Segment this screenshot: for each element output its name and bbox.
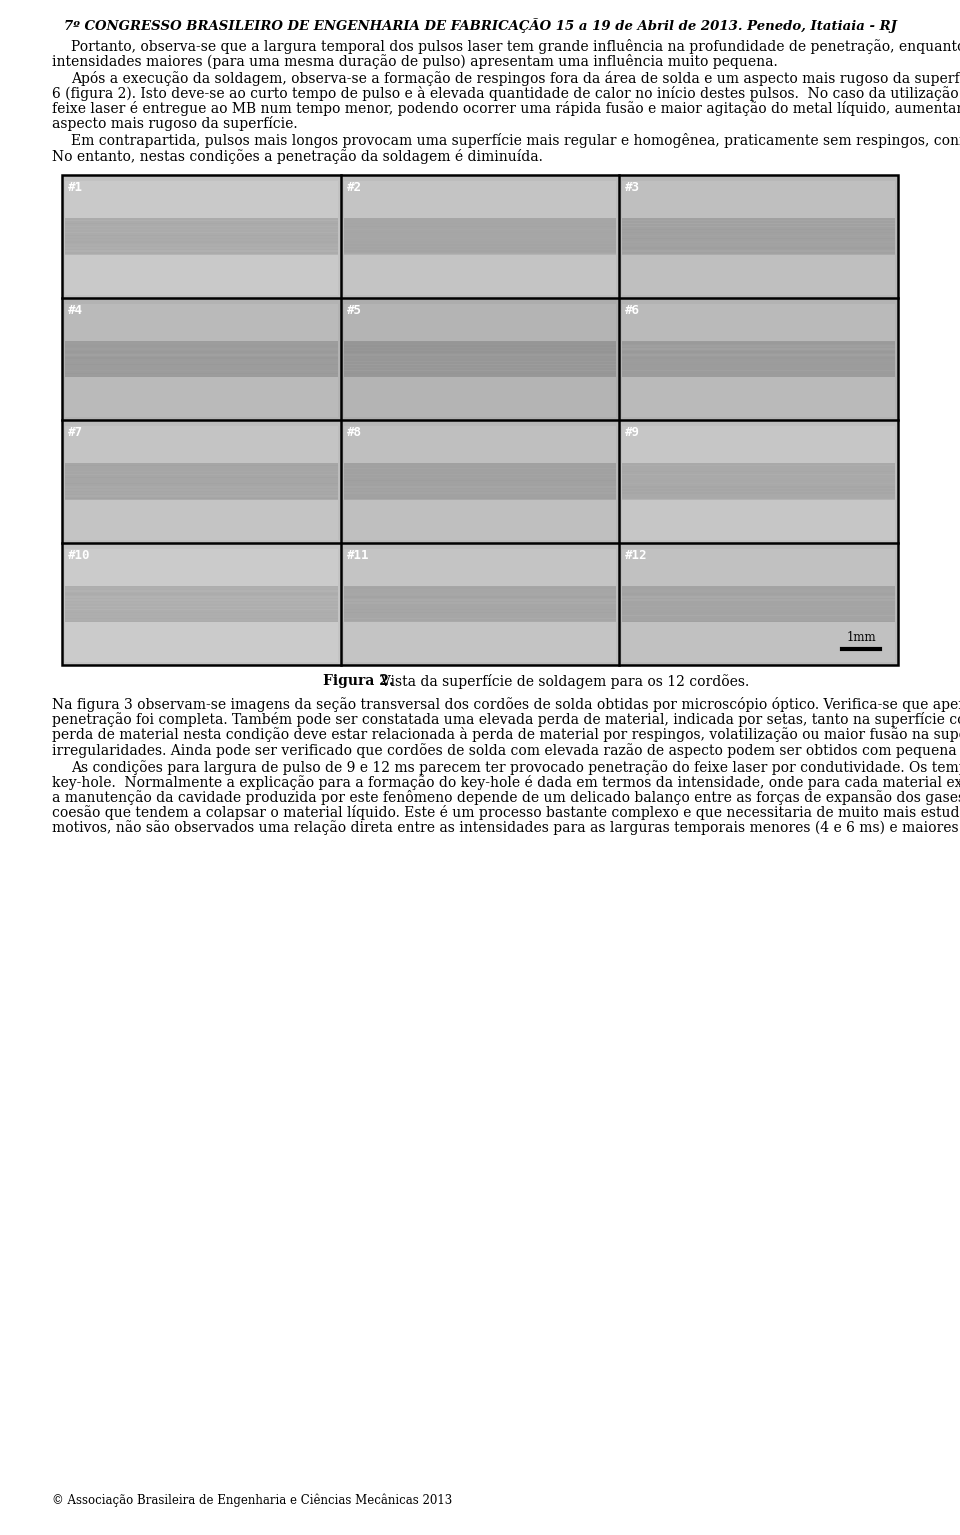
- Bar: [62, 298, 341, 421]
- Bar: [65, 499, 338, 540]
- Bar: [65, 464, 338, 500]
- Text: Em contrapartida, pulsos mais longos provocam uma superfície mais regular e homo: Em contrapartida, pulsos mais longos pro…: [71, 134, 960, 149]
- Bar: [65, 427, 338, 464]
- Bar: [622, 255, 895, 295]
- Bar: [622, 622, 895, 662]
- Text: Figura 2.: Figura 2.: [323, 674, 394, 688]
- Bar: [622, 585, 895, 622]
- Text: intensidades maiores (para uma mesma duração de pulso) apresentam uma influência: intensidades maiores (para uma mesma dur…: [52, 54, 778, 69]
- Bar: [62, 175, 898, 665]
- Text: 6 (figura 2). Isto deve-se ao curto tempo de pulso e à elevada quantidade de cal: 6 (figura 2). Isto deve-se ao curto temp…: [52, 86, 960, 101]
- Bar: [619, 175, 898, 298]
- Bar: [622, 376, 895, 418]
- Bar: [344, 304, 616, 341]
- Text: Vista da superfície de soldagem para os 12 cordões.: Vista da superfície de soldagem para os …: [372, 674, 749, 689]
- Text: #9: #9: [625, 427, 640, 439]
- Bar: [344, 585, 616, 622]
- Text: #11: #11: [347, 548, 370, 562]
- Text: Após a execução da soldagem, observa-se a formação de respingos fora da área de : Após a execução da soldagem, observa-se …: [71, 71, 960, 86]
- Bar: [344, 376, 616, 418]
- Bar: [344, 255, 616, 295]
- Bar: [65, 341, 338, 378]
- Bar: [344, 181, 616, 218]
- Bar: [65, 181, 338, 218]
- Bar: [619, 543, 898, 665]
- Bar: [341, 543, 619, 665]
- Text: #2: #2: [347, 181, 362, 193]
- Bar: [619, 298, 898, 421]
- Text: #8: #8: [347, 427, 362, 439]
- Text: #10: #10: [68, 548, 90, 562]
- Text: motivos, não são observados uma relação direta entre as intensidades para as lar: motivos, não são observados uma relação …: [52, 821, 960, 835]
- Bar: [62, 175, 341, 298]
- Text: No entanto, nestas condições a penetração da soldagem é diminuída.: No entanto, nestas condições a penetraçã…: [52, 149, 542, 164]
- Bar: [622, 464, 895, 500]
- Bar: [622, 427, 895, 464]
- Bar: [344, 499, 616, 540]
- Text: © Associação Brasileira de Engenharia e Ciências Mecânicas 2013: © Associação Brasileira de Engenharia e …: [52, 1494, 452, 1507]
- Bar: [622, 304, 895, 341]
- Bar: [344, 341, 616, 378]
- Bar: [65, 622, 338, 662]
- Text: Portanto, observa-se que a largura temporal dos pulsos laser tem grande influênc: Portanto, observa-se que a largura tempo…: [71, 38, 960, 54]
- Text: #1: #1: [68, 181, 83, 193]
- Bar: [65, 218, 338, 255]
- Bar: [344, 622, 616, 662]
- Bar: [622, 218, 895, 255]
- Bar: [344, 550, 616, 585]
- Bar: [622, 550, 895, 585]
- Text: 7º CONGRESSO BRASILEIRO DE ENGENHARIA DE FABRICAÇÃO 15 a 19 de Abril de 2013. Pe: 7º CONGRESSO BRASILEIRO DE ENGENHARIA DE…: [63, 18, 897, 32]
- Text: #12: #12: [625, 548, 648, 562]
- Bar: [622, 341, 895, 378]
- Bar: [344, 218, 616, 255]
- Bar: [65, 550, 338, 585]
- Text: key-hole.  Normalmente a explicação para a formação do key-hole é dada em termos: key-hole. Normalmente a explicação para …: [52, 775, 960, 791]
- Text: Na figura 3 observam-se imagens da seção transversal dos cordões de solda obtida: Na figura 3 observam-se imagens da seção…: [52, 697, 960, 712]
- Text: As condições para largura de pulso de 9 e 12 ms parecem ter provocado penetração: As condições para largura de pulso de 9 …: [71, 760, 960, 775]
- Bar: [622, 181, 895, 218]
- Bar: [65, 255, 338, 295]
- Bar: [65, 376, 338, 418]
- Text: #3: #3: [625, 181, 640, 193]
- Text: #5: #5: [347, 304, 362, 316]
- Text: penetração foi completa. Também pode ser constatada uma elevada perda de materia: penetração foi completa. Também pode ser…: [52, 712, 960, 728]
- Bar: [341, 421, 619, 543]
- Bar: [65, 585, 338, 622]
- Bar: [619, 421, 898, 543]
- Bar: [344, 427, 616, 464]
- Text: coesão que tendem a colapsar o material líquido. Este é um processo bastante com: coesão que tendem a colapsar o material …: [52, 806, 960, 820]
- Bar: [344, 464, 616, 500]
- Text: #7: #7: [68, 427, 83, 439]
- Text: feixe laser é entregue ao MB num tempo menor, podendo ocorrer uma rápida fusão e: feixe laser é entregue ao MB num tempo m…: [52, 101, 960, 117]
- Bar: [62, 175, 898, 665]
- Bar: [341, 175, 619, 298]
- Bar: [622, 499, 895, 540]
- Text: a manutenção da cavidade produzida por este fenômeno depende de um delicado bala: a manutenção da cavidade produzida por e…: [52, 791, 960, 806]
- Bar: [62, 543, 341, 665]
- Text: irregularidades. Ainda pode ser verificado que cordões de solda com elevada razã: irregularidades. Ainda pode ser verifica…: [52, 743, 960, 758]
- Text: #6: #6: [625, 304, 640, 316]
- Text: aspecto mais rugoso da superfície.: aspecto mais rugoso da superfície.: [52, 117, 298, 132]
- Bar: [341, 298, 619, 421]
- Text: 1mm: 1mm: [846, 631, 876, 645]
- Bar: [62, 421, 341, 543]
- Bar: [65, 304, 338, 341]
- Text: #4: #4: [68, 304, 83, 316]
- Text: perda de material nesta condição deve estar relacionada à perda de material por : perda de material nesta condição deve es…: [52, 728, 960, 743]
